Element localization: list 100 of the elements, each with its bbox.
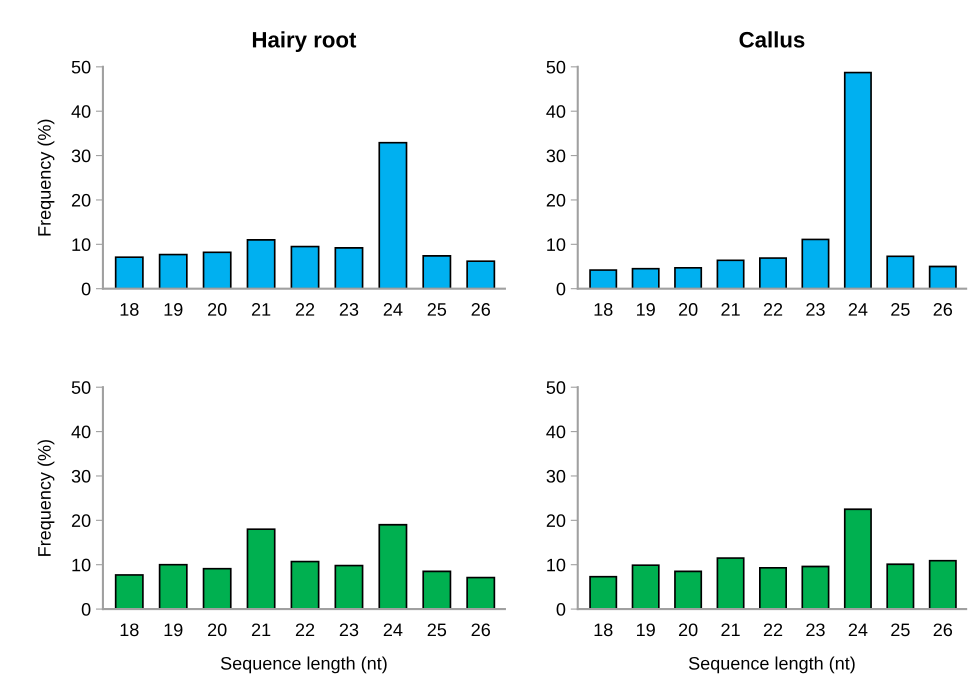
x-tick-label: 19: [637, 303, 655, 316]
x-tick-label: 25: [428, 303, 446, 316]
x-tick-label: 24: [848, 623, 868, 636]
x-tick-label: 25: [428, 623, 446, 636]
x-tick-label: 23: [340, 303, 358, 316]
y-tick-label: 10: [72, 558, 90, 572]
y-tick-label: 50: [546, 381, 566, 394]
bar: [290, 246, 320, 289]
bar: [378, 142, 408, 289]
y-tick-label: 30: [546, 150, 566, 162]
y-tick-label: 20: [546, 514, 566, 528]
x-tick-label: 26: [472, 303, 490, 316]
y-tick-label: 0: [556, 603, 566, 616]
y-tick-label: 40: [71, 426, 90, 438]
y-tick-label: 10: [547, 238, 566, 252]
y-tick-label: 40: [546, 426, 566, 438]
bar: [202, 568, 232, 610]
bar: [759, 566, 787, 610]
bar: [674, 267, 702, 289]
y-tick-label: 20: [72, 514, 90, 528]
x-tick-label: 26: [934, 303, 952, 316]
chart-title: Callus: [740, 31, 804, 48]
x-tick-label: 22: [764, 623, 782, 636]
bar: [801, 238, 830, 289]
bar: [632, 564, 660, 610]
y-tick-label: 0: [556, 282, 566, 296]
bar: [589, 576, 618, 610]
bar: [886, 255, 914, 289]
bar: [422, 255, 452, 289]
bar: [466, 576, 496, 610]
x-tick-label: 19: [164, 303, 182, 316]
x-tick-label: 25: [891, 623, 910, 636]
bar: [674, 570, 702, 610]
bar: [886, 563, 914, 610]
x-tick-label: 24: [384, 303, 402, 316]
y-tick-label: 20: [72, 194, 90, 207]
y-tick-label: 30: [72, 150, 90, 162]
x-tick-label: 26: [934, 623, 952, 636]
x-tick-label: 19: [637, 623, 655, 636]
bar: [844, 72, 872, 289]
y-tick-label: 40: [71, 105, 90, 118]
bar: [290, 560, 320, 610]
bar: [928, 266, 957, 289]
bar: [246, 239, 276, 289]
bar: [334, 247, 364, 289]
x-tick-label: 20: [208, 303, 226, 316]
y-tick-label: 0: [82, 282, 90, 296]
x-tick-label: 21: [252, 623, 270, 636]
y-tick-label: 40: [546, 105, 566, 118]
x-tick-label: 21: [721, 303, 740, 316]
x-tick-label: 23: [340, 623, 358, 636]
bar: [466, 260, 496, 289]
bar: [928, 560, 957, 610]
bar: [202, 251, 232, 289]
x-tick-label: 23: [806, 303, 825, 316]
x-tick-label: 18: [594, 623, 612, 636]
x-tick-label: 25: [891, 303, 910, 316]
x-tick-label: 20: [678, 623, 698, 636]
bar: [801, 566, 830, 610]
bar: [844, 508, 872, 610]
bar: [716, 557, 745, 610]
x-tick-label: 22: [296, 623, 314, 636]
x-tick-label: 20: [208, 623, 226, 636]
y-tick-label: 50: [72, 381, 90, 394]
x-tick-label: 21: [721, 623, 740, 636]
x-tick-label: 24: [848, 303, 868, 316]
bar: [632, 268, 660, 289]
bar: [759, 257, 787, 289]
bar: [246, 528, 276, 610]
x-tick-label: 20: [678, 303, 698, 316]
x-tick-label: 21: [252, 303, 270, 316]
y-tick-label: 10: [72, 238, 90, 252]
bar: [716, 259, 745, 289]
bar: [114, 574, 144, 610]
y-axis-title: Frequency (%): [38, 120, 54, 236]
x-tick-label: 18: [120, 623, 139, 636]
x-tick-label: 18: [594, 303, 612, 316]
bar: [589, 269, 618, 289]
x-tick-label: 26: [472, 623, 490, 636]
bar: [158, 254, 188, 289]
y-tick-label: 30: [546, 470, 566, 483]
bar: [422, 570, 452, 610]
x-axis-title: Sequence length (nt): [688, 656, 855, 674]
bar: [334, 564, 364, 610]
x-tick-label: 18: [120, 303, 139, 316]
chart-title: Hairy root: [252, 31, 356, 52]
x-tick-label: 22: [764, 303, 782, 316]
x-tick-label: 19: [164, 623, 182, 636]
y-tick-label: 10: [547, 558, 566, 572]
y-tick-label: 50: [72, 60, 90, 74]
y-tick-label: 0: [82, 603, 90, 616]
y-tick-label: 50: [546, 60, 566, 74]
x-axis-title: Sequence length (nt): [220, 656, 387, 674]
x-tick-label: 22: [296, 303, 314, 316]
y-tick-label: 20: [546, 194, 566, 207]
y-axis-title: Frequency (%): [38, 440, 54, 556]
x-tick-label: 24: [384, 623, 402, 636]
x-tick-label: 23: [806, 623, 825, 636]
bar: [158, 564, 188, 610]
bar: [114, 256, 144, 289]
